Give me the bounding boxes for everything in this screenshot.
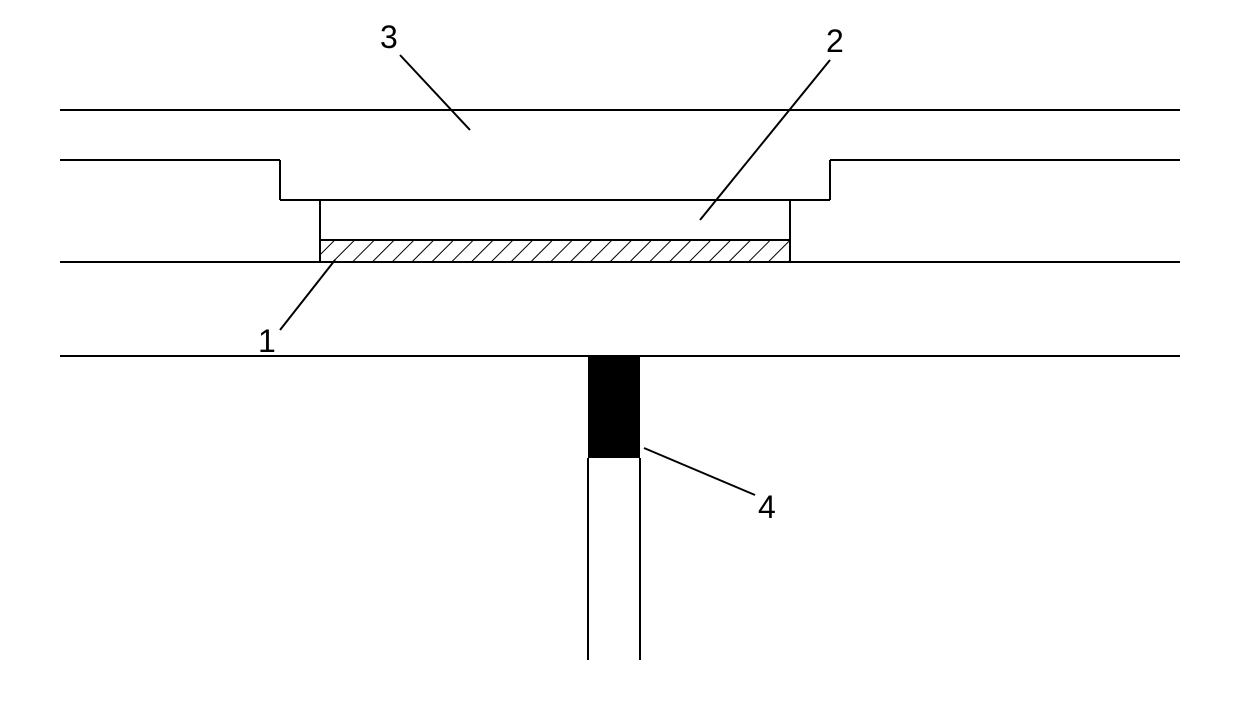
leader-3 [400, 55, 470, 130]
leader-4 [644, 448, 755, 495]
leader-2 [700, 60, 830, 220]
solid-post-section [588, 356, 640, 458]
hatched-layer [320, 240, 790, 262]
labels: 1 2 3 4 [258, 19, 844, 525]
bottom-post [588, 356, 640, 660]
label-3: 3 [380, 19, 398, 55]
technical-diagram: 1 2 3 4 [0, 0, 1240, 716]
label-2: 2 [826, 23, 844, 59]
middle-block [320, 200, 790, 240]
leader-1 [280, 260, 335, 330]
label-1: 1 [258, 323, 276, 359]
leader-lines [280, 55, 830, 495]
top-band [60, 110, 1180, 200]
label-4: 4 [758, 489, 776, 525]
